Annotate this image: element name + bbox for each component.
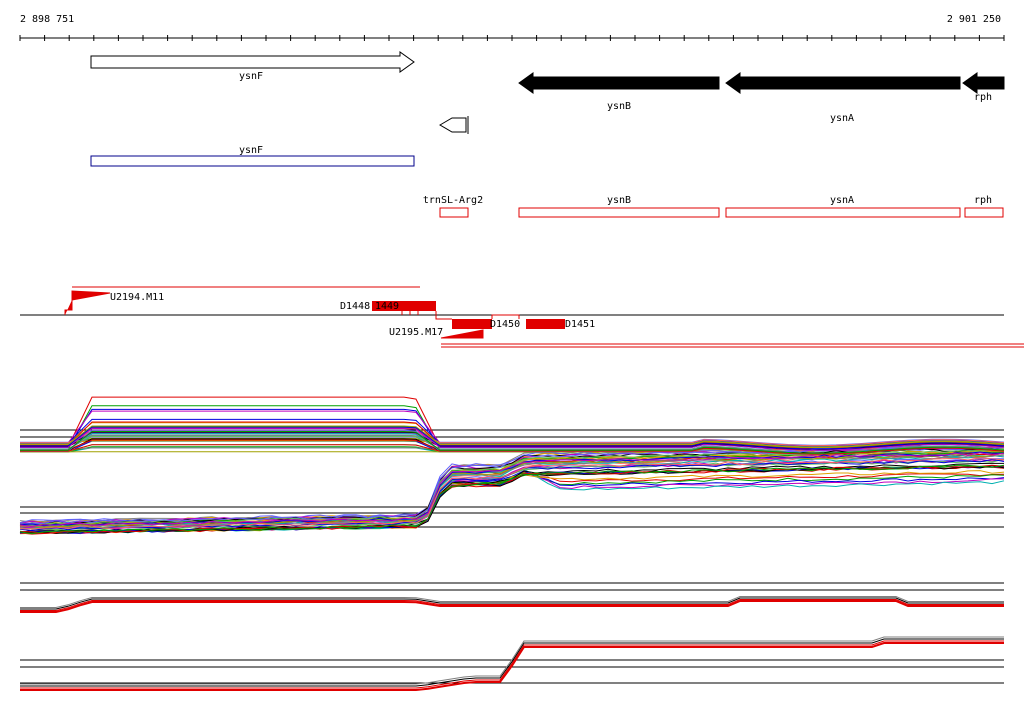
trace: [20, 421, 1005, 449]
segment-tick: [491, 314, 520, 319]
annotation-box: [518, 207, 720, 218]
segment-box: [372, 301, 436, 311]
segment-label: D1451: [565, 319, 595, 330]
gene-arrow: [725, 72, 961, 94]
cds-track: ysnF: [90, 145, 415, 167]
gene-label: rph: [974, 92, 992, 103]
segment-box: [452, 319, 492, 329]
annotation-track: trnSL-Arg2 ysnB ysnA rph: [423, 195, 1004, 218]
trace: [19, 457, 1005, 530]
trace: [19, 464, 1005, 534]
cds-box: [90, 155, 415, 167]
segment-triangle: [64, 290, 111, 315]
trace: [20, 425, 1005, 448]
trace: [20, 596, 1004, 608]
trace: [20, 444, 1005, 455]
trace: [19, 454, 1005, 528]
gene-arrow: [518, 72, 720, 94]
annotation-label: ysnA: [830, 195, 854, 206]
segment-box: [526, 319, 565, 329]
trace: [20, 600, 1004, 613]
segment-label: U2195.M17: [389, 327, 443, 338]
trace: [19, 452, 1005, 528]
ruler-start: 2 898 751: [20, 14, 74, 25]
trace: [20, 599, 1004, 611]
segment-label: D1448: [340, 301, 370, 312]
cds-label: ysnF: [239, 145, 263, 156]
trace: [20, 428, 1005, 451]
segment-label: D1450: [490, 319, 520, 330]
trace: [20, 426, 1005, 450]
trace: [20, 636, 1004, 685]
trace: [19, 464, 1005, 535]
annotation-box: [964, 207, 1004, 218]
expression-traces: [19, 396, 1005, 691]
segment-triangle: [440, 329, 484, 339]
trace: [20, 640, 1004, 689]
trace: [20, 431, 1005, 454]
annotation-label: rph: [974, 195, 992, 206]
gene-label: ysnF: [239, 71, 263, 82]
annotation-label: ysnB: [607, 195, 631, 206]
gene-arrow: [90, 51, 415, 73]
segment-label: 1449: [375, 301, 399, 312]
ruler: 2 898 751 2 901 250: [19, 14, 1005, 41]
gene-label: ysnA: [830, 113, 854, 124]
trace: [20, 597, 1004, 610]
trace: [20, 642, 1004, 691]
gene-arrow: [439, 117, 467, 133]
annotation-box: [725, 207, 961, 218]
trace: [20, 638, 1004, 687]
segment-track: U2194.M11 D1448 1449 D1450 D1451 U2195.M…: [20, 286, 1024, 348]
annotation-label: trnSL-Arg2: [423, 195, 483, 206]
annotation-box: [439, 207, 469, 218]
segment-line: [441, 343, 1024, 348]
gene-arrow: [962, 72, 1005, 94]
ruler-end: 2 901 250: [947, 14, 1001, 25]
segment-tick: [401, 311, 452, 320]
segment-label: U2194.M11: [110, 292, 164, 303]
gene-track: ysnF ysnB ysnA rph: [90, 51, 1005, 134]
gene-label: ysnB: [607, 101, 631, 112]
